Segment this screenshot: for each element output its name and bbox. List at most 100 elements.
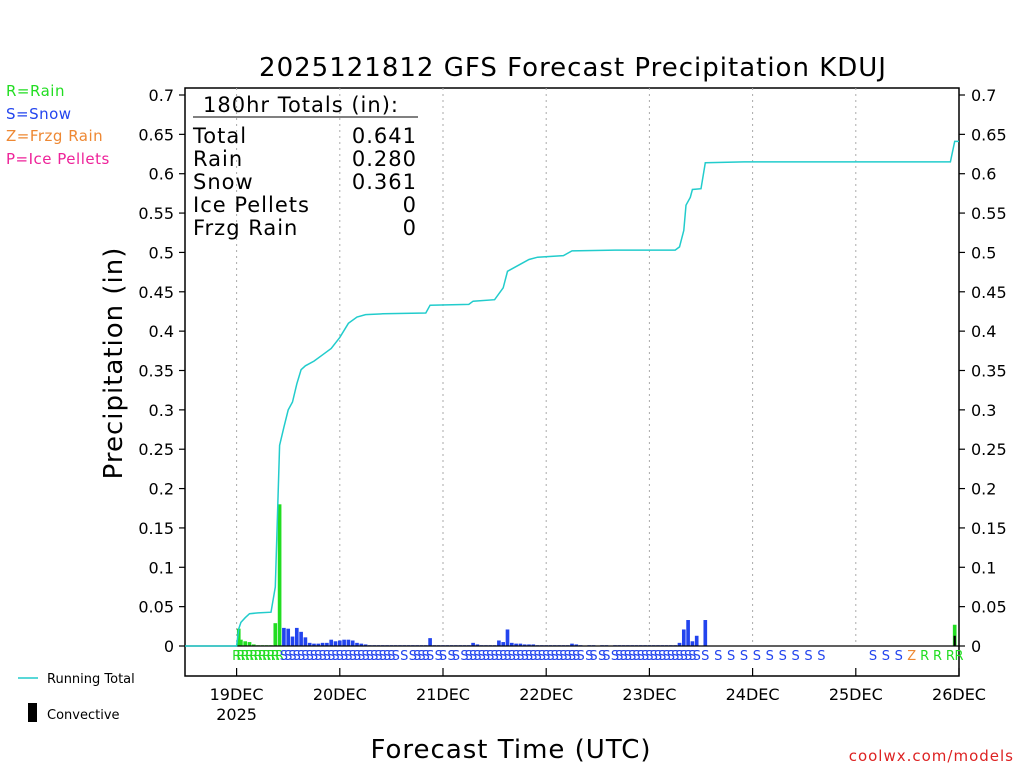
precip-type-letter: S [667,649,675,664]
precip-type-letter: R [271,649,280,664]
y-tick-label-right: 0.55 [971,204,1007,223]
precip-bar [505,629,510,646]
precip-type-letter: S [804,649,812,664]
precip-type-letter: S [452,649,460,664]
precip-type-letter: S [654,649,662,664]
precip-type-letter: S [662,649,670,664]
precip-type-letter: S [503,649,511,664]
precip-bar [497,640,501,646]
precip-bar [703,620,708,646]
precip-type-letter: S [357,649,365,664]
legend-ice-pellets: P=Ice Pellets [6,150,110,168]
precip-bar [686,620,690,646]
precip-bar [320,642,325,646]
precip-bar [570,643,574,646]
precip-type-letter: S [318,649,326,664]
precip-type-letter: S [727,649,735,664]
precip-type-letter: R [249,649,258,664]
legend-rain: R=Rain [6,82,65,100]
y-tick-label-left: 0.45 [138,283,174,302]
precip-bar [282,627,286,646]
precip-bar [286,628,291,646]
precip-type-letter: S [619,649,627,664]
precip-type-letter: S [288,649,296,664]
precip-bar [681,629,686,646]
precip-type-letter: S [331,649,339,664]
x-tick-label: 21DEC [416,685,470,704]
legend-snow: S=Snow [6,105,72,123]
precip-type-letter: S [641,649,649,664]
precip-type-letter: S [576,649,584,664]
totals-box: 180hr Totals (in): Total 0.641 Rain 0.28… [192,93,418,240]
precip-type-letter: S [671,649,679,664]
precip-type-letter: S [628,649,636,664]
y-tick-label-left: 0.1 [149,558,174,577]
precip-bar [690,641,695,646]
y-tick-label-left: 0.5 [149,243,174,262]
y-tick-label-right: 0.35 [971,362,1007,381]
precip-type-letter: S [675,649,683,664]
precip-bar [307,642,312,646]
precip-type-letter: S [336,649,344,664]
precip-type-letter: S [310,649,318,664]
precip-type-letter: S [555,649,563,664]
precip-bar [359,643,364,646]
y-tick-label-right: 0.15 [971,519,1007,538]
precip-bar [428,638,432,646]
totals-total-value: 0.641 [352,124,417,148]
precip-type-letter: S [370,649,378,664]
x-axis-label: Forecast Time (UTC) [370,735,651,765]
x-tick-label: 26DEC [932,685,986,704]
precip-type-letter: S [512,649,520,664]
precip-bar [346,639,351,646]
precip-type-letter: S [525,649,533,664]
precip-type-letter: S [521,649,529,664]
precip-type-letter: S [882,649,890,664]
precip-type-letter: S [602,649,610,664]
precip-type-letter: S [740,649,748,664]
y-tick-label-right: 0.6 [971,165,996,184]
totals-snow-label: Snow [193,170,254,194]
precip-type-letter: S [413,649,421,664]
y-tick-label-left: 0.7 [149,86,174,105]
credit-text: coolwx.com/models [849,747,1014,765]
precip-type-letter: S [340,649,348,664]
precip-type-letter: R [262,649,271,664]
running-total-line [185,140,959,647]
precip-type-letter: S [791,649,799,664]
x-tick-label: 25DEC [829,685,883,704]
precip-bar [677,642,682,646]
running-total-polyline [185,140,959,647]
precip-bar [303,637,308,646]
precip-bar [325,642,329,646]
y-tick-label-right: 0.7 [971,86,996,105]
precip-type-letter: S [327,649,335,664]
y-tick-label-left: 0.65 [138,125,174,144]
precip-bar [363,644,368,646]
precip-type-letter: S [383,649,391,664]
y-tick-label-right: 0 [971,637,981,656]
precip-type-letter: R [245,649,254,664]
x-tick-label: 20DEC [313,685,367,704]
precip-type-letter: S [637,649,645,664]
precip-type-letter: S [280,649,288,664]
precip-bar [236,628,241,646]
precip-type-letter: S [361,649,369,664]
totals-freezing-rain-value: 0 [403,216,417,240]
precip-bar [531,644,536,646]
precip-type-letter: S [314,649,322,664]
totals-ice-pellets-value: 0 [403,193,417,217]
precip-bar [471,642,475,646]
precip-type-letter: S [632,649,640,664]
y-axis-ticks: 0 00.05 0.050.1 0.10.15 0.150.2 0.20.25 0.250.… [138,86,1006,656]
x-tick-label: 23DEC [622,685,676,704]
x-tick-label: 24DEC [726,685,780,704]
y-tick-label-left: 0.15 [138,519,174,538]
precip-bar [239,639,243,646]
precip-type-letter: S [611,649,619,664]
precip-bar [522,644,527,646]
y-axis-label: Precipitation (in) [99,247,129,480]
precip-bar [273,623,278,646]
